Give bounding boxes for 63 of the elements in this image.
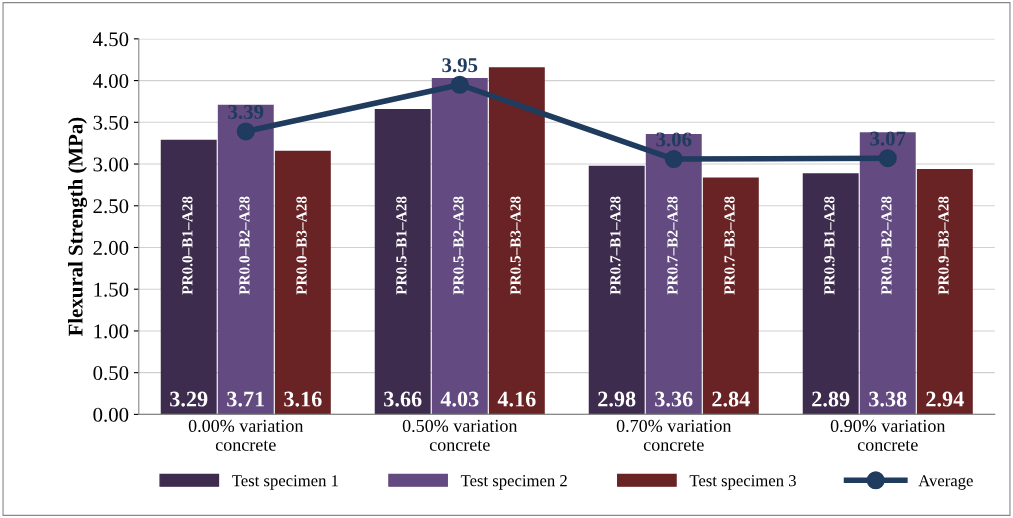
annotation: PR0.0–B3–A28: [296, 196, 307, 295]
bar: [916, 169, 973, 415]
x-tick-label: 0.70% variation concrete: [616, 419, 732, 451]
bar: [217, 104, 274, 415]
bar: [588, 165, 645, 415]
annotation: PR0.7–B1–A28: [610, 196, 621, 295]
bar: [859, 132, 916, 415]
annotation: PR0.0–B2–A28: [239, 196, 250, 295]
y-tick-label: 3.50: [93, 115, 129, 130]
data-label: 3.36: [655, 391, 693, 407]
data-label: 4.16: [497, 391, 536, 407]
annotation: PR0.7–B2–A28: [667, 196, 678, 295]
data-label: 2.94: [926, 391, 964, 407]
annotation: PR0.9–B1–A28: [824, 196, 835, 295]
data-label: 3.06: [656, 132, 692, 147]
bar: [374, 108, 431, 415]
y-tick-label: 4.50: [93, 32, 129, 47]
data-label: 3.07: [870, 131, 906, 146]
data-label: 3.29: [170, 391, 208, 407]
y-tick-label: 1.00: [94, 324, 129, 339]
data-label: 3.16: [284, 391, 322, 407]
y-axis-title: Flexural Strength (MPa): [67, 117, 88, 337]
y-tick-label: 0.50: [93, 366, 129, 381]
annotation: PR0.5–B2–A28: [453, 196, 464, 295]
data-label: 2.98: [598, 391, 636, 407]
legend-label: Average: [918, 475, 973, 490]
annotation: PR0.5–B1–A28: [396, 196, 407, 295]
legend-label: Test specimen 1: [232, 475, 338, 490]
annotation: PR0.9–B3–A28: [938, 196, 949, 295]
y-tick-label: 3.00: [93, 157, 129, 172]
bar: [802, 173, 859, 415]
bar: [431, 78, 488, 415]
legend-label: Test specimen 3: [689, 475, 796, 490]
data-label: 3.71: [227, 391, 265, 407]
data-label: 4.03: [440, 391, 479, 407]
legend-label: Test specimen 2: [460, 475, 567, 490]
bar: [160, 139, 217, 415]
y-tick-label: 2.50: [93, 199, 129, 214]
point: [236, 122, 255, 141]
data-label: 2.84: [712, 391, 750, 407]
point: [664, 149, 683, 169]
point: [450, 75, 469, 94]
bar: [702, 177, 759, 415]
y-tick-label: 1.50: [94, 282, 129, 297]
y-tick-label: 2.00: [93, 240, 129, 256]
x-tick-label: 0.00% variation concrete: [188, 419, 304, 451]
data-label: 3.95: [442, 58, 478, 73]
data-label: 2.89: [812, 391, 850, 407]
x-tick-label: 0.50% variation concrete: [402, 419, 518, 451]
point: [878, 149, 897, 168]
data-label: 3.38: [869, 391, 907, 407]
annotation: PR0.9–B2–A28: [881, 196, 892, 295]
data-label: 3.66: [384, 391, 422, 407]
x-tick-label: 0.90% variation concrete: [830, 419, 946, 451]
annotation: PR0.7–B3–A28: [724, 196, 735, 295]
bar: [488, 67, 545, 415]
annotation: PR0.0–B1–A28: [182, 196, 193, 295]
bar: [274, 150, 331, 415]
annotation: PR0.5–B3–A28: [510, 196, 521, 295]
y-tick-label: 0.00: [93, 407, 129, 422]
bar: [645, 133, 702, 415]
data-label: 3.39: [228, 104, 264, 119]
y-tick-label: 4.00: [93, 73, 129, 89]
